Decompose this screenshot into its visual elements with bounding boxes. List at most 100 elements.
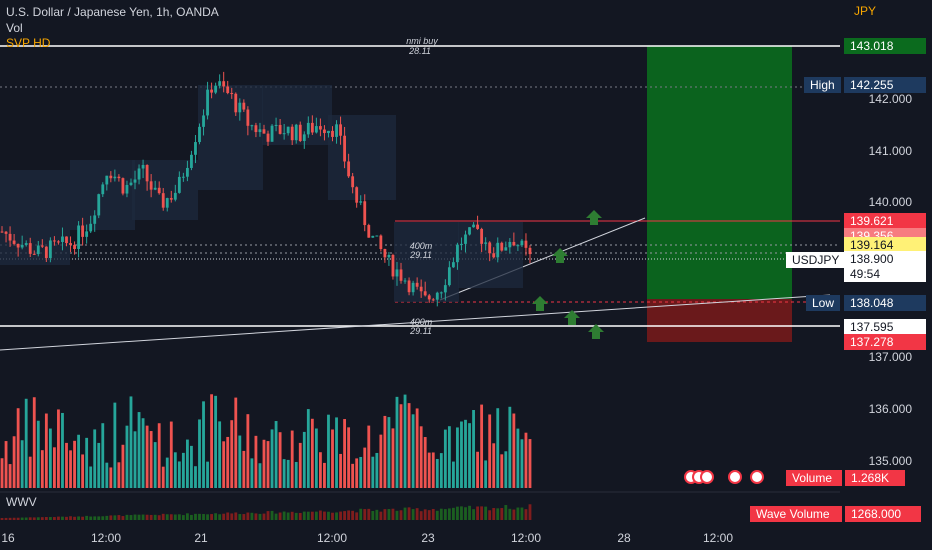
volume-bar <box>524 432 528 488</box>
candle-body <box>447 267 451 286</box>
candle-body <box>508 241 512 248</box>
us-flag-icon[interactable] <box>750 470 764 484</box>
volume-label-tag[interactable]: Volume <box>786 470 842 486</box>
candle-body <box>496 242 500 258</box>
volume-bar <box>214 395 218 488</box>
high-price-tag[interactable]: 142.255 <box>844 77 926 93</box>
ticker-tag[interactable]: USDJPY <box>786 252 846 268</box>
volume-bar <box>407 403 411 488</box>
volume-bar <box>169 421 173 488</box>
volume-bar <box>274 421 278 488</box>
time-tick: 12:00 <box>510 531 542 545</box>
time-tick: 21 <box>194 531 208 545</box>
level-b-price-tag[interactable]: 139.164 <box>844 237 926 253</box>
svp-indicator-label[interactable]: SVP HD <box>6 36 51 50</box>
candle-body <box>443 285 447 293</box>
volume-bar <box>294 461 298 488</box>
candle-body <box>262 129 266 134</box>
symbol-title[interactable]: U.S. Dollar / Japanese Yen, 1h, OANDA <box>6 5 219 19</box>
volume-bar <box>447 426 451 488</box>
low-price-tag[interactable]: 138.048 <box>844 295 926 311</box>
candle-body <box>48 240 52 259</box>
wave-volume-bar <box>298 512 302 520</box>
wave-volume-bar <box>379 511 383 520</box>
wave-volume-bar <box>129 515 133 520</box>
volume-bar <box>109 467 113 488</box>
wave-volume-bar <box>40 517 44 520</box>
wave-volume-bar <box>202 514 205 520</box>
candle-body <box>419 286 423 292</box>
volume-bar <box>121 444 125 488</box>
wave-volume-bar <box>61 516 64 520</box>
wave-volume-bar <box>306 511 310 520</box>
volume-bar <box>379 434 383 488</box>
wave-volume-bar <box>93 516 97 520</box>
volume-bar <box>61 412 64 488</box>
volume-value-tag[interactable]: 1.268K <box>845 470 905 486</box>
wave-volume-bar <box>77 516 81 520</box>
wave-volume-bar <box>347 510 351 520</box>
target-zone[interactable] <box>647 46 792 299</box>
wave-volume-bar <box>121 516 125 520</box>
wave-volume-value-tag[interactable]: 1268.000 <box>845 506 921 522</box>
wave-volume-bar <box>375 509 379 520</box>
vol-indicator-label[interactable]: Vol <box>6 21 23 35</box>
us-flag-icon[interactable] <box>700 470 714 484</box>
candle-body <box>484 242 488 244</box>
volume-bar <box>278 432 282 488</box>
currency-unit-label[interactable]: JPY <box>853 4 876 18</box>
volume-bar <box>105 462 109 488</box>
candle-body <box>351 176 355 188</box>
wave-volume-label-tag[interactable]: Wave Volume <box>750 506 842 522</box>
time-tick: 12:00 <box>90 531 122 545</box>
wave-volume-bar <box>69 516 72 520</box>
resistance-price-tag[interactable]: 139.621 <box>844 213 926 229</box>
wave-volume-bar <box>161 513 165 520</box>
wave-volume-bar <box>214 513 218 520</box>
candle-body <box>464 234 467 244</box>
wave-volume-bar <box>294 512 298 520</box>
volume-bars <box>0 394 532 488</box>
time-tick: 12:00 <box>316 531 348 545</box>
wave-volume-bar <box>105 515 109 520</box>
wave-volume-bar <box>496 508 500 520</box>
wave-volume-bar <box>516 507 520 520</box>
volume-bar <box>81 454 85 488</box>
wwv-indicator-label[interactable]: WWV <box>6 495 37 509</box>
volume-bar <box>460 421 463 488</box>
price-tick: 135.000 <box>868 454 912 468</box>
wave-volume-bar <box>222 513 226 520</box>
volume-bar <box>8 464 12 488</box>
wave-volume-bar <box>8 517 12 520</box>
volume-bar <box>270 429 274 488</box>
volume-bar <box>435 458 439 488</box>
candle-body <box>451 262 455 268</box>
wave-volume-bar <box>335 512 338 520</box>
volume-bar <box>69 450 72 488</box>
event-icon[interactable] <box>728 470 742 484</box>
stop-price-tag[interactable]: 137.278 <box>844 334 926 350</box>
volume-bar <box>12 436 16 488</box>
current-price-tag[interactable]: 138.900 <box>844 251 926 267</box>
wave-volume-bar <box>339 511 342 520</box>
wave-volume-bar <box>133 514 137 520</box>
stop-zone[interactable] <box>647 299 792 342</box>
candle-body <box>339 124 342 136</box>
wave-volume-bar <box>484 506 488 520</box>
trend-line-lower[interactable] <box>0 294 831 351</box>
wave-volume-bar <box>153 514 157 520</box>
wave-volume-bar <box>423 509 427 520</box>
wave-volume-bar <box>262 513 266 520</box>
wave-volume-bar <box>314 511 318 520</box>
candle-body <box>101 184 105 195</box>
wave-volume-bar <box>234 512 238 520</box>
target-price-tag[interactable]: 143.018 <box>844 38 926 54</box>
candle-body <box>331 130 334 137</box>
candle-body <box>347 161 351 177</box>
candle-body <box>125 184 129 194</box>
wave-volume-bar <box>391 508 395 520</box>
candle-body <box>375 235 379 237</box>
candle-body <box>226 86 230 94</box>
support-price-tag[interactable]: 137.595 <box>844 319 926 335</box>
